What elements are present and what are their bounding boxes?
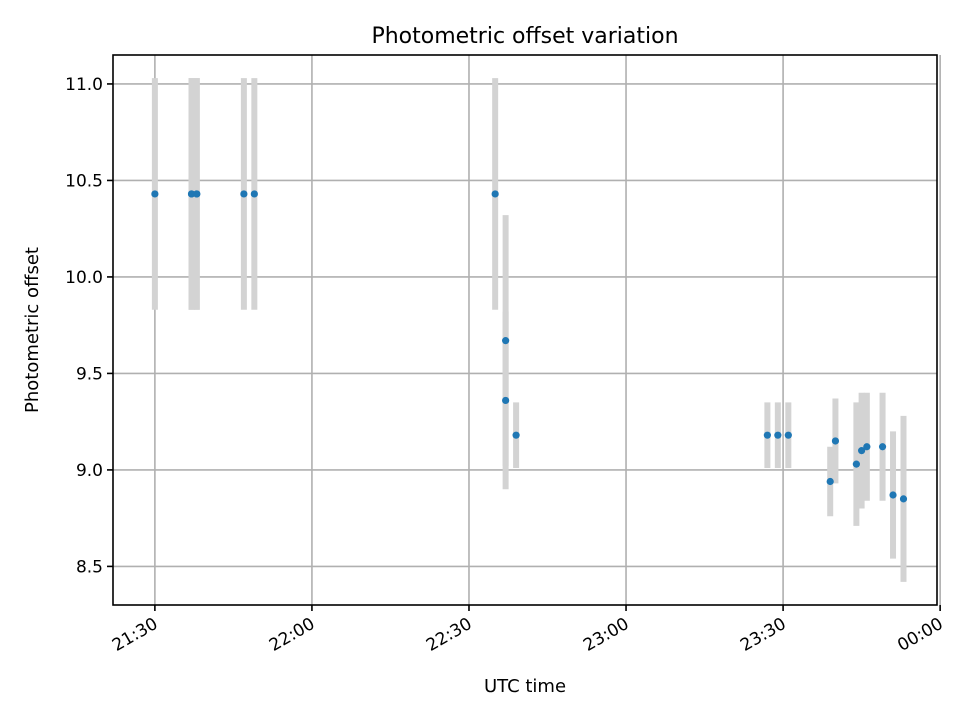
plot-frame <box>112 54 938 606</box>
x-tick-label: 21:30 <box>109 614 161 656</box>
x-tick-label: 00:00 <box>894 614 946 656</box>
data-point <box>774 431 782 439</box>
data-point <box>863 443 871 451</box>
y-tick-label: 11.0 <box>65 75 103 95</box>
data-point <box>852 460 860 468</box>
data-point <box>151 190 159 198</box>
data-point <box>240 190 248 198</box>
data-point <box>826 477 834 486</box>
errorbar-layer <box>151 78 907 582</box>
data-point <box>889 491 897 499</box>
x-axis-label: UTC time <box>484 676 566 697</box>
data-point <box>512 431 520 439</box>
data-point <box>250 190 258 198</box>
y-tick-label: 9.5 <box>76 364 103 384</box>
data-point <box>784 431 792 439</box>
grid-layer <box>113 55 941 605</box>
data-point <box>502 396 510 405</box>
chart-title: Photometric offset variation <box>371 24 678 49</box>
y-tick-label: 9.0 <box>76 461 103 481</box>
point-layer <box>151 190 908 503</box>
x-tick-label: 22:00 <box>266 614 318 656</box>
data-point <box>187 190 196 198</box>
data-point <box>193 190 201 198</box>
y-tick-label: 8.5 <box>76 557 103 577</box>
y-tick-label: 10.5 <box>65 171 103 191</box>
y-tick-label: 10.0 <box>65 268 103 288</box>
x-tick-label: 23:00 <box>580 614 632 656</box>
x-tick-label: 23:30 <box>737 614 789 656</box>
data-point <box>763 431 771 439</box>
x-tick-label: 22:30 <box>423 614 475 656</box>
data-point <box>878 443 887 451</box>
y-axis-label: Photometric offset <box>22 247 43 413</box>
data-point <box>899 495 908 503</box>
data-point <box>491 190 499 198</box>
data-point <box>858 447 866 455</box>
data-point <box>502 337 510 345</box>
data-point <box>831 437 840 445</box>
